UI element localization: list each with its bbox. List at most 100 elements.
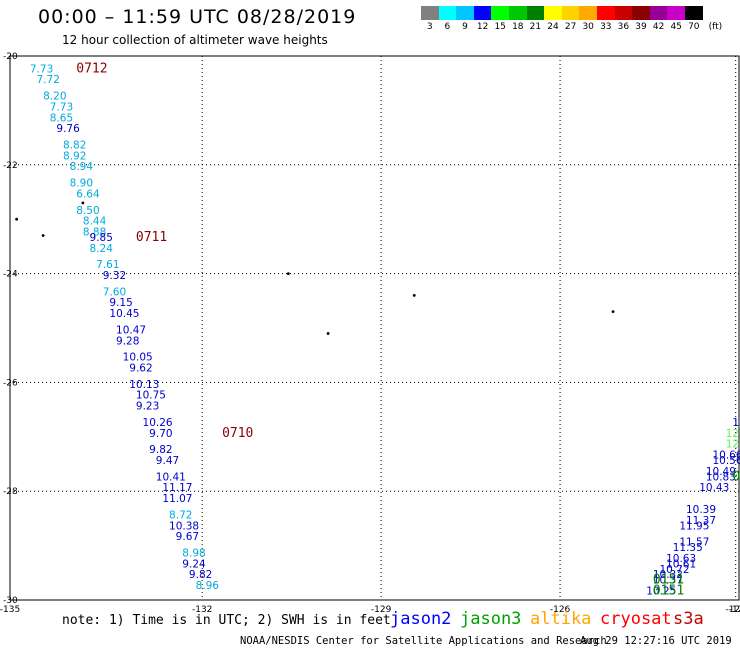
data-point-label: 9.70 <box>149 428 172 440</box>
data-point-label: 8.98 <box>182 547 205 559</box>
satellite-legend-item: jason2 <box>390 609 452 629</box>
time-label: 0151 <box>653 584 684 599</box>
data-point-label: 9.28 <box>116 335 139 347</box>
y-tick-label: -26 <box>3 378 18 388</box>
data-point-label: 9.82 <box>189 569 212 581</box>
legend-label: (ft) <box>708 22 723 32</box>
legend-swatch <box>421 6 439 20</box>
data-point-label: 11.35 <box>673 542 703 554</box>
data-point-label: 12.8 <box>726 428 740 440</box>
data-point-label: 11.37 <box>686 515 716 527</box>
legend-label: 21 <box>529 22 542 32</box>
data-point-label: 10.32 <box>653 569 683 581</box>
data-point-label: 8.90 <box>70 178 93 190</box>
data-point-label: 7.73 <box>30 63 53 75</box>
data-point-label: 10.83 <box>706 471 736 483</box>
legend-label: 36 <box>617 22 630 32</box>
island-dot <box>611 310 615 314</box>
legend-label: 15 <box>494 22 506 32</box>
legend-label: 42 <box>652 22 665 32</box>
legend-label: 9 <box>462 22 468 32</box>
data-point-label: 8.96 <box>196 580 220 592</box>
data-point-label: 10.39 <box>686 504 716 516</box>
footer-credit: NOAA/NESDIS Center for Satellite Applica… <box>240 635 607 647</box>
footnote: note: 1) Time is in UTC; 2) SWH is in fe… <box>62 613 391 628</box>
data-point-label: 7.60 <box>103 286 126 298</box>
data-point-label: 9.32 <box>103 270 126 282</box>
y-tick-label: -30 <box>3 596 18 606</box>
time-label: 0151 <box>732 469 740 484</box>
data-point-label: 9.23 <box>136 401 159 413</box>
satellite-legend-item: jason3 <box>460 609 522 629</box>
time-label: 0711 <box>136 230 167 245</box>
x-tick-label: -124 <box>729 605 740 615</box>
island-dot <box>15 217 19 221</box>
legend-label: 33 <box>600 22 612 32</box>
island-dot <box>326 332 330 335</box>
legend-label: 12 <box>476 22 489 32</box>
data-point-label: 6.64 <box>76 188 100 200</box>
data-point-label: 8.88 <box>83 227 106 239</box>
data-point-label: 10.13 <box>129 379 159 391</box>
y-tick-label: -24 <box>3 270 18 280</box>
satellite-legend-item: s3a <box>673 609 704 629</box>
data-point-label: 10.49 <box>706 466 736 478</box>
data-point-label: 8.20 <box>43 91 66 103</box>
data-point-label: 10.26 <box>143 417 173 429</box>
footer-timestamp: Aug 29 12:27:16 UTC 2019 <box>580 635 732 647</box>
legend-swatch <box>526 6 545 20</box>
color-legend <box>421 5 703 24</box>
data-point-label: 10.41 <box>156 471 186 483</box>
satellite-legend-item: altika <box>530 609 592 629</box>
data-point-label: 9.76 <box>56 123 80 135</box>
x-tick-label: -126 <box>550 605 571 615</box>
data-point-label: 10.37 <box>653 575 683 587</box>
y-tick-label: -22 <box>3 161 18 171</box>
plot-frame <box>9 55 740 601</box>
data-point-label: 9.85 <box>90 232 113 244</box>
data-point-label: 7.73 <box>50 101 73 113</box>
legend-label: 18 <box>512 22 524 32</box>
legend-swatch <box>667 6 685 20</box>
data-point-label: 10.05 <box>123 352 153 364</box>
data-point-label: 10.63 <box>666 553 696 565</box>
legend-swatch <box>684 6 703 20</box>
time-label: 0712 <box>76 61 107 76</box>
y-tick-label: -28 <box>3 487 18 497</box>
legend-swatch <box>596 6 615 20</box>
time-label: 0710 <box>222 426 253 441</box>
data-point-label: 8.65 <box>50 112 73 124</box>
data-point-label: 9.67 <box>176 531 199 543</box>
legend-label: 39 <box>635 22 647 32</box>
legend-label: 3 <box>426 22 433 32</box>
data-point-label: 9.82 <box>149 444 172 456</box>
island-dot <box>81 201 85 205</box>
data-point-label: 8.44 <box>83 216 107 228</box>
data-point-label: 9.24 <box>182 558 206 570</box>
data-point-label: 9.47 <box>156 455 179 467</box>
data-point-label: 7.61 <box>96 259 119 271</box>
page-title: 00:00 – 11:59 UTC 08/28/2019 <box>38 6 357 28</box>
data-point-label: 10.66 <box>712 450 740 462</box>
legend-label: 24 <box>547 22 559 32</box>
data-point-label: 10.56 <box>712 455 740 467</box>
data-point-label: 10.43 <box>699 482 729 494</box>
legend-label: 30 <box>582 22 594 32</box>
time-label: 0151 <box>653 573 684 588</box>
x-tick-label: -135 <box>0 605 20 615</box>
legend-label: 70 <box>688 22 700 32</box>
legend-swatch <box>473 6 492 20</box>
x-tick-label: -129 <box>371 605 392 615</box>
data-point-label: 10.45 <box>109 308 139 320</box>
island-dot <box>286 272 290 275</box>
color-legend-labels: 3 6 9 12 15 18 21 24 27 30 33 36 39 42 45 70 (ft) <box>421 22 740 34</box>
legend-swatch <box>632 6 650 20</box>
legend-swatch <box>579 6 597 20</box>
y-tick-label: -20 <box>3 52 18 62</box>
data-point-label: 11.17 <box>162 482 192 494</box>
legend-label: 45 <box>670 22 682 32</box>
legend-swatch <box>649 6 668 20</box>
x-tick-label: -123 <box>725 605 740 615</box>
data-point-label: 10.75 <box>136 390 166 402</box>
